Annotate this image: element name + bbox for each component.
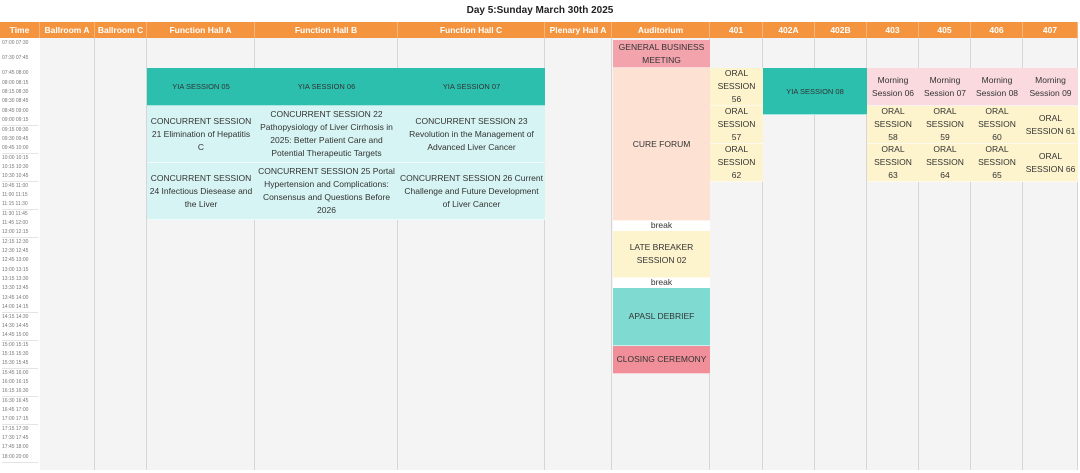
session-block[interactable]: ORAL SESSION 62 bbox=[710, 144, 763, 182]
session-block[interactable]: CLOSING CEREMONY bbox=[613, 346, 710, 374]
column-header: 403 bbox=[867, 22, 919, 38]
session-block[interactable]: ORAL SESSION 57 bbox=[710, 106, 763, 144]
column-header: Function Hall B bbox=[255, 22, 398, 38]
room-column bbox=[545, 38, 612, 470]
column-header: Ballroom C bbox=[95, 22, 147, 38]
session-block[interactable]: GENERAL BUSINESS MEETING bbox=[613, 40, 710, 68]
column-header: 401 bbox=[710, 22, 763, 38]
session-block[interactable]: LATE BREAKER SESSION 02 bbox=[613, 231, 710, 278]
session-block[interactable]: ORAL SESSION 58 bbox=[867, 106, 919, 144]
column-header: Plenary Hall A bbox=[545, 22, 612, 38]
column-header: 406 bbox=[971, 22, 1023, 38]
time-slot: 18:00 20:00 bbox=[2, 452, 38, 463]
session-block[interactable]: CONCURRENT SESSION 26 Current Challenge … bbox=[398, 163, 545, 220]
page-title: Day 5:Sunday March 30th 2025 bbox=[466, 5, 614, 16]
session-block[interactable]: Morning Session 08 bbox=[971, 68, 1023, 106]
session-block[interactable]: Morning Session 09 bbox=[1023, 68, 1078, 106]
column-header: Time bbox=[0, 22, 40, 38]
column-header: Function Hall A bbox=[147, 22, 255, 38]
session-block[interactable]: Morning Session 07 bbox=[919, 68, 971, 106]
session-block[interactable]: YIA SESSION 06 bbox=[255, 68, 398, 106]
session-block[interactable]: ORAL SESSION 63 bbox=[867, 144, 919, 182]
session-block[interactable]: APASL DEBRIEF bbox=[613, 288, 710, 346]
session-block[interactable]: CURE FORUM bbox=[613, 68, 710, 221]
column-header: 407 bbox=[1023, 22, 1078, 38]
break-slot: break bbox=[613, 277, 710, 288]
break-slot: break bbox=[613, 220, 710, 231]
session-block[interactable]: Morning Session 06 bbox=[867, 68, 919, 106]
room-column bbox=[95, 38, 147, 470]
session-block[interactable]: YIA SESSION 07 bbox=[398, 68, 545, 106]
session-block[interactable]: ORAL SESSION 59 bbox=[919, 106, 971, 144]
time-slot: 07:30 07:45 bbox=[2, 47, 38, 71]
column-header: 402A bbox=[763, 22, 815, 38]
session-block[interactable]: CONCURRENT SESSION 23 Revolution in the … bbox=[398, 106, 545, 163]
session-block[interactable]: CONCURRENT SESSION 21 Elimination of Hep… bbox=[147, 106, 255, 163]
session-block[interactable]: YIA SESSION 05 bbox=[147, 68, 255, 106]
column-header: Auditorium bbox=[612, 22, 710, 38]
session-block[interactable]: ORAL SESSION 65 bbox=[971, 144, 1023, 182]
session-block[interactable]: ORAL SESSION 64 bbox=[919, 144, 971, 182]
session-block[interactable]: CONCURRENT SESSION 24 Infectious Dieseas… bbox=[147, 163, 255, 220]
column-header: 402B bbox=[815, 22, 867, 38]
session-block[interactable]: ORAL SESSION 56 bbox=[710, 68, 763, 106]
session-block[interactable]: CONCURRENT SESSION 22 Pathopysiology of … bbox=[255, 106, 398, 163]
session-block[interactable]: YIA SESSION 08 bbox=[763, 68, 867, 115]
session-block[interactable]: ORAL SESSION 61 bbox=[1023, 106, 1078, 144]
session-block[interactable]: ORAL SESSION 60 bbox=[971, 106, 1023, 144]
column-header: 405 bbox=[919, 22, 971, 38]
room-column bbox=[40, 38, 95, 470]
session-block[interactable]: ORAL SESSION 66 bbox=[1023, 144, 1078, 182]
column-header: Function Hall C bbox=[398, 22, 545, 38]
column-header: Ballroom A bbox=[40, 22, 95, 38]
session-block[interactable]: CONCURRENT SESSION 25 Portal Hypertensio… bbox=[255, 163, 398, 220]
